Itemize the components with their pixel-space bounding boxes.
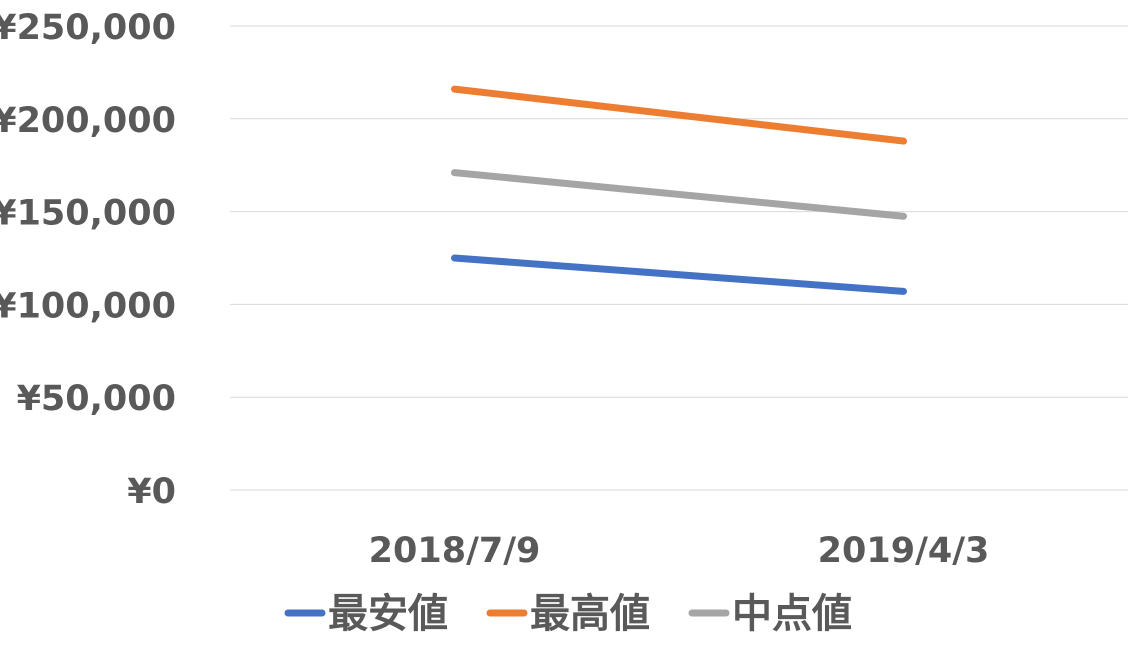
x-axis-tick-labels: 2018/7/9 2019/4/3 (369, 531, 990, 571)
series-line (451, 85, 907, 145)
legend-label: 最安値 (328, 591, 448, 637)
y-tick-label: ¥150,000 (0, 194, 176, 234)
y-tick-label: ¥250,000 (0, 8, 176, 48)
series-line (451, 254, 907, 295)
y-axis-tick-labels: ¥0 ¥50,000 ¥100,000 ¥150,000 ¥200,000 ¥250,00… (0, 8, 176, 512)
series-line (451, 169, 907, 220)
y-tick-label: ¥100,000 (0, 286, 176, 326)
y-tick-label: ¥0 (127, 472, 176, 512)
legend-label: 最高値 (530, 591, 650, 637)
y-tick-label: ¥200,000 (0, 101, 176, 141)
legend-item: 最高値 (486, 591, 650, 637)
y-tick-label: ¥50,000 (17, 379, 176, 419)
legend-item: 最安値 (284, 591, 448, 637)
data-series (451, 85, 907, 295)
x-tick-label: 2019/4/3 (818, 531, 990, 571)
gridlines (230, 25, 1128, 491)
x-tick-label: 2018/7/9 (369, 531, 541, 571)
legend: 最安値 最高値 中点値 (284, 591, 852, 637)
legend-item: 中点値 (688, 591, 852, 637)
legend-label: 中点値 (732, 591, 852, 637)
